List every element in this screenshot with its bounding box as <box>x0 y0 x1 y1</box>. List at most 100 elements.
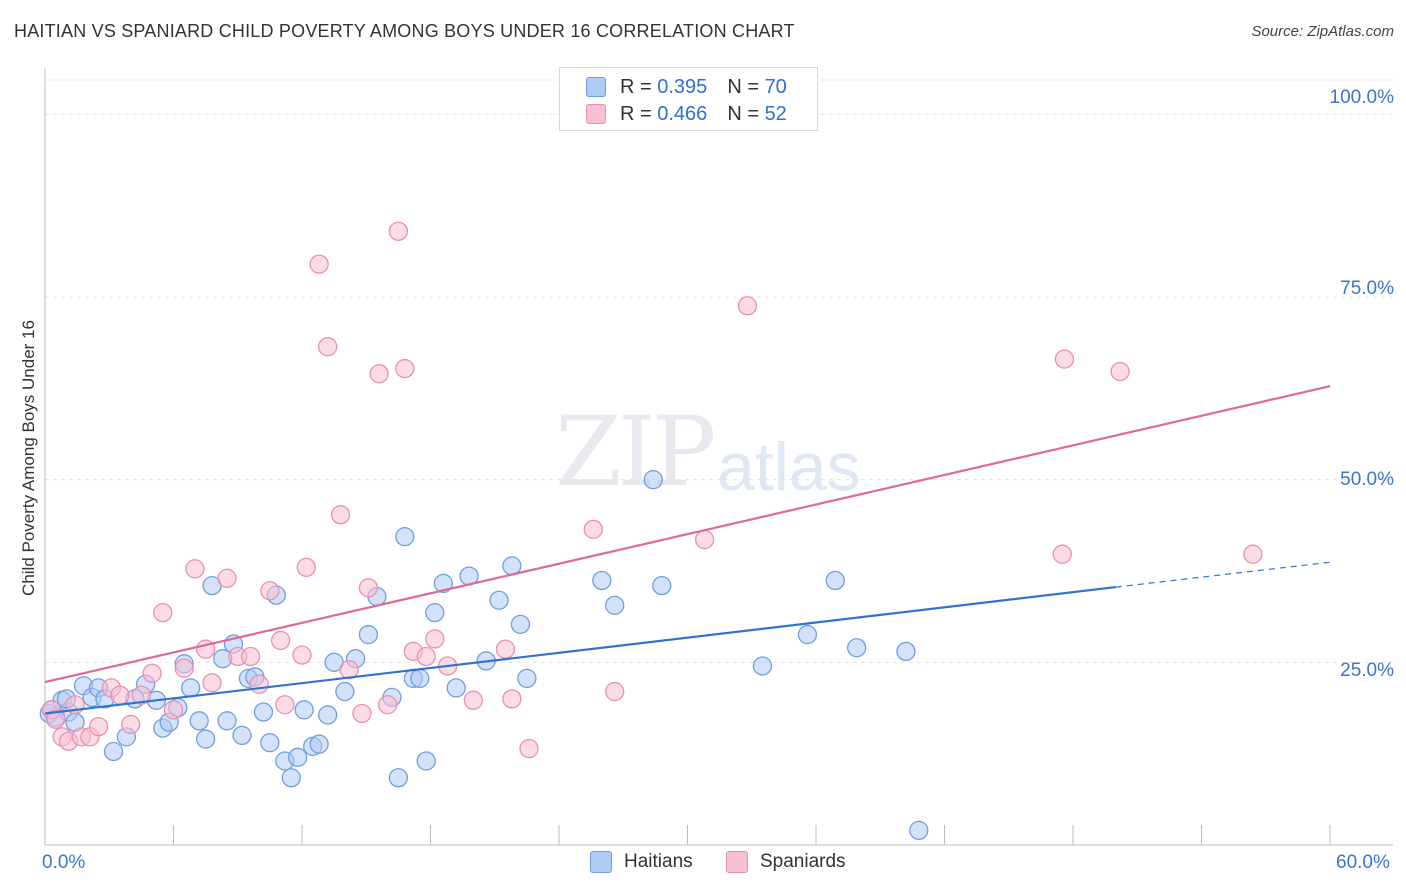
haitians-point <box>847 638 867 658</box>
legend-r-value: 0.395 <box>657 75 708 98</box>
legend-n-label: N = <box>727 102 759 125</box>
haitians-point <box>896 641 916 662</box>
legend-n-value: 70 <box>764 75 787 98</box>
spaniards-point <box>121 714 141 735</box>
spaniards-point <box>249 674 269 694</box>
legend-n-label: N = <box>727 75 759 98</box>
watermark-atlas: atlas <box>717 429 861 505</box>
y-axis-label: Child Poverty Among Boys Under 16 <box>19 320 38 596</box>
haitians-trend-extension <box>1115 561 1331 588</box>
haitians-point <box>517 668 537 689</box>
spaniards-points <box>41 221 1263 759</box>
spaniards-point <box>185 559 205 579</box>
haitians-point <box>605 595 625 615</box>
spaniards-point <box>46 709 66 729</box>
haitians-point <box>797 624 818 645</box>
spaniards-point <box>110 685 130 705</box>
spaniards-point <box>352 703 372 724</box>
legend-haitians: Haitians <box>590 851 693 873</box>
haitians-point <box>195 729 216 749</box>
y-tick-50: 50.0% <box>1340 469 1394 490</box>
haitians-point <box>189 711 209 731</box>
spaniards-point <box>153 603 173 623</box>
y-tick-75: 75.0% <box>1340 278 1394 299</box>
haitians-point <box>294 700 314 720</box>
haitians-label: Haitians <box>624 851 693 872</box>
spaniards-point <box>260 581 280 601</box>
haitians-point <box>592 570 612 591</box>
correlation-legend: R = 0.395 N = 70 R = 0.466 N = 52 <box>559 67 818 131</box>
spaniards-point <box>1110 361 1130 382</box>
legend-swatch-pink <box>586 104 606 124</box>
watermark-zip: ZIP <box>555 396 716 508</box>
haitians-point <box>103 741 124 762</box>
haitians-point <box>309 734 329 754</box>
legend-row-spaniards: R = 0.466 N = 52 <box>586 102 787 126</box>
spaniards-point <box>425 629 445 649</box>
haitians-point <box>825 570 845 591</box>
spaniards-point <box>174 658 194 678</box>
spaniards-point <box>495 639 516 659</box>
spaniards-point <box>270 630 291 651</box>
spaniards-point <box>694 529 715 550</box>
spaniards-point <box>358 578 379 598</box>
legend-swatch-blue <box>586 77 606 97</box>
spaniards-point <box>202 673 222 693</box>
haitians-point <box>395 527 415 547</box>
legend-n-value: 52 <box>764 102 787 125</box>
spaniards-label: Spaniards <box>760 851 846 872</box>
spaniards-point <box>309 254 329 274</box>
legend-spaniards: Spaniards <box>726 851 846 873</box>
haitians-point <box>410 668 430 689</box>
haitians-point <box>253 702 274 722</box>
spaniards-point <box>240 646 261 667</box>
haitians-point <box>752 656 773 676</box>
haitians-point <box>281 768 301 788</box>
haitians-point <box>260 733 280 753</box>
spaniards-point <box>502 689 522 709</box>
spaniards-point <box>1054 349 1075 369</box>
spaniards-point <box>296 557 316 577</box>
haitians-point <box>433 573 454 594</box>
legend-r-label: R = <box>620 75 652 98</box>
y-tick-100: 100.0% <box>1329 87 1394 108</box>
haitians-point <box>425 603 445 623</box>
source-label: Source: ZipAtlas.com <box>1251 23 1394 40</box>
spaniards-point <box>330 505 351 525</box>
haitians-point <box>446 678 466 698</box>
spaniards-point <box>1243 544 1263 564</box>
x-tick-min: 0.0% <box>42 852 86 873</box>
haitians-point <box>217 711 237 731</box>
spaniards-point <box>131 685 152 705</box>
trend-lines <box>44 385 1331 715</box>
spaniards-point <box>583 519 603 540</box>
haitians-points <box>39 470 929 841</box>
spaniards-point <box>163 700 184 720</box>
spaniards-point <box>88 716 109 737</box>
haitians-point <box>510 614 531 634</box>
spaniards-point <box>217 568 237 588</box>
haitians-point <box>643 470 663 490</box>
legend-r-value: 0.466 <box>657 102 708 125</box>
haitians-point <box>358 624 379 645</box>
y-tick-25: 25.0% <box>1340 660 1394 681</box>
haitians-point <box>909 820 929 841</box>
spaniards-point <box>416 646 436 667</box>
spaniards-trend-line <box>44 385 1331 684</box>
haitians-trend-line <box>44 585 1116 715</box>
haitians-point <box>416 751 436 771</box>
spaniards-point <box>519 738 539 759</box>
spaniards-point <box>605 681 625 702</box>
legend-row-haitians: R = 0.395 N = 70 <box>586 75 787 99</box>
spaniards-point <box>142 663 162 683</box>
spaniards-point <box>395 358 415 379</box>
spaniards-point <box>292 645 312 665</box>
haitians-point <box>180 678 201 698</box>
spaniards-point <box>275 695 295 715</box>
spaniards-point <box>463 690 483 710</box>
spaniards-point <box>388 221 409 241</box>
spaniards-point <box>378 695 398 715</box>
haitians-swatch <box>590 851 612 873</box>
haitians-point <box>388 768 409 788</box>
